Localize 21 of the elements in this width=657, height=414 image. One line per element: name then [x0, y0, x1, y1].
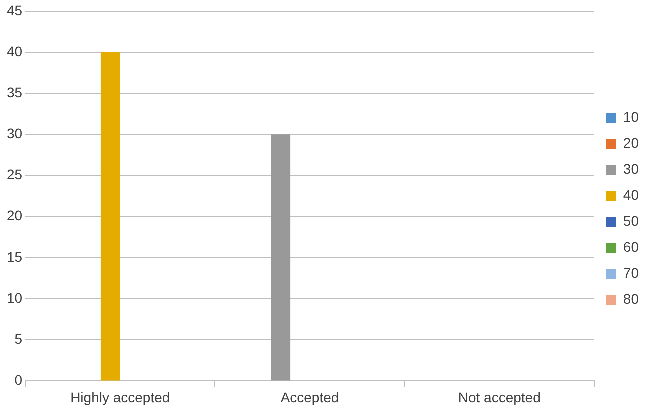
y-tick-label: 25: [6, 166, 23, 183]
legend-label: 70: [623, 264, 640, 281]
x-tick-label: Not accepted: [458, 389, 541, 406]
x-tick-label: Highly accepted: [70, 389, 170, 406]
legend-label: 50: [623, 212, 640, 229]
y-tick-label: 45: [6, 2, 23, 18]
legend-label: 80: [623, 290, 640, 307]
legend-label: 20: [623, 134, 640, 151]
legend-label: 60: [623, 238, 640, 255]
legend-label: 30: [623, 160, 640, 177]
y-tick-label: 20: [6, 208, 23, 224]
legend-label: 10: [623, 108, 640, 125]
y-tick-label: 35: [6, 84, 23, 100]
x-tick-label: Accepted: [280, 389, 340, 406]
legend-label: 40: [623, 186, 640, 203]
y-tick-label: 15: [6, 248, 23, 265]
y-tick-label: 5: [14, 330, 23, 347]
y-tick-label: 10: [6, 290, 23, 306]
y-tick-label: 0: [14, 372, 23, 388]
y-tick-label: 30: [6, 126, 23, 142]
y-tick-label: 40: [6, 43, 23, 60]
